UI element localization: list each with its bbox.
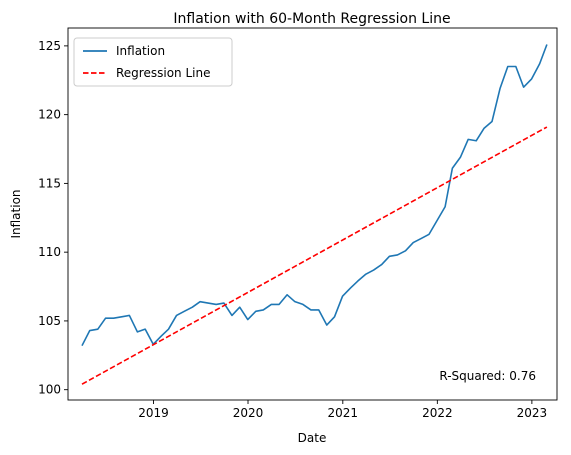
plot-frame: [67, 27, 558, 401]
x-tick-label: 2020: [233, 406, 264, 420]
y-tick-label: 100: [38, 383, 61, 397]
x-axis-label: Date: [298, 431, 327, 445]
series-layer: [81, 44, 548, 385]
plot-area: [67, 27, 558, 401]
y-tick-label: 105: [38, 314, 61, 328]
x-tick-label: 2023: [517, 406, 548, 420]
y-axis-label: Inflation: [9, 189, 23, 238]
legend: Inflation Regression Line: [73, 37, 233, 87]
x-tick-label: 2022: [422, 406, 453, 420]
x-tick-label: 2021: [328, 406, 359, 420]
y-tick-label: 115: [38, 176, 61, 190]
y-tick-label: 125: [38, 39, 61, 53]
series-line-inflation: [81, 44, 548, 347]
legend-label-inflation: Inflation: [116, 44, 165, 58]
y-axis: 100 105 110 115 120 125: [38, 39, 68, 397]
x-tick-label: 2019: [138, 406, 169, 420]
legend-box: [73, 37, 233, 87]
x-axis: 2019 2020 2021 2022 2023: [138, 400, 547, 420]
r-squared-annotation: R-Squared: 0.76: [439, 369, 536, 383]
series-line-regression-line: [81, 126, 548, 385]
legend-label-regression: Regression Line: [116, 66, 210, 80]
y-tick-label: 120: [38, 108, 61, 122]
y-tick-label: 110: [38, 245, 61, 259]
chart-title: Inflation with 60-Month Regression Line: [173, 11, 450, 27]
